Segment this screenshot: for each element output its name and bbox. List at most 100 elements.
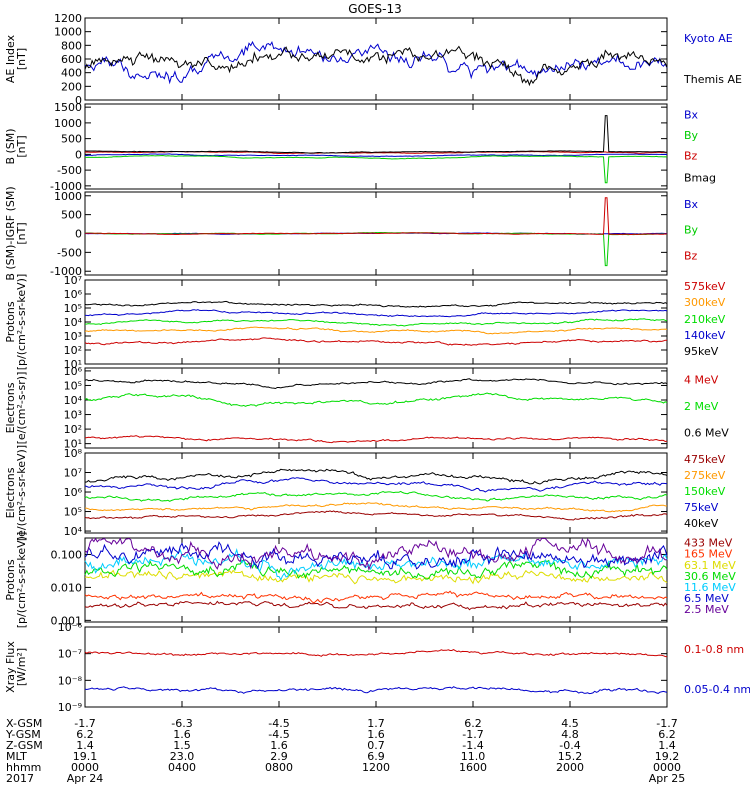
y-tick-label: 1200 (54, 12, 82, 25)
y-tick-label: -500 (57, 164, 82, 177)
x-row-value: 1.5 (173, 739, 191, 752)
x-row-value: -6.3 (171, 717, 192, 730)
y-tick-label: 600 (61, 53, 82, 66)
y-axis-label: AE Index (4, 34, 17, 83)
y-tick-label: 200 (61, 80, 82, 93)
y-tick-label: 10⁶ (64, 486, 83, 499)
y-axis-label: [W/m²] (15, 648, 28, 686)
legend-label: 2.5 MeV (684, 603, 729, 616)
x-row-value: -0.4 (559, 739, 580, 752)
x-row-value: -1.7 (462, 728, 483, 741)
y-tick-label: 10³ (64, 330, 82, 343)
y-axis-label: [nT] (15, 48, 28, 70)
series-line-475kev (84, 510, 668, 521)
legend-label: By (684, 129, 699, 142)
y-axis-label: Electrons (4, 382, 17, 433)
x-row-value: 0000 (653, 761, 681, 774)
x-row-value: -1.7 (656, 717, 677, 730)
y-tick-label: 0 (75, 148, 82, 161)
x-row-value: -4.5 (268, 728, 289, 741)
series-line-themis-ae (84, 45, 668, 87)
y-axis-label: B (SM) (4, 128, 17, 164)
x-row-label: hhmm (6, 761, 41, 774)
y-tick-label: 0 (75, 94, 82, 107)
series-line-150kev (84, 490, 668, 502)
legend-label: 575keV (684, 280, 726, 293)
y-tick-label: 10⁵ (64, 379, 82, 392)
x-row-value: 19.1 (73, 750, 98, 763)
y-tick-label: 500 (61, 133, 82, 146)
panel-bigrf: -1000 -500 0 500 1000 B (SM)-IGRF (SM)[nT] Bx B… (4, 186, 699, 280)
y-tick-label: 10⁷ (64, 274, 82, 287)
y-axis-label: Protons (4, 559, 17, 600)
x-row-value: 1200 (362, 761, 390, 774)
series-line-275kev (84, 502, 667, 513)
legend-label: 63.1 MeV (684, 559, 736, 572)
x-row-value: 19.2 (655, 750, 680, 763)
series-line-2-mev (84, 392, 668, 407)
y-tick-label: 10² (64, 344, 82, 357)
legend-label: 40keV (684, 517, 719, 530)
series-line-210kev (84, 318, 668, 327)
y-tick-label: 10⁻⁷ (58, 648, 82, 661)
x-row-value: 6.9 (367, 750, 385, 763)
y-axis-label: Electrons (4, 467, 17, 518)
chart-title: GOES-13 (348, 2, 402, 16)
panel-electrons2: 10⁴ 10⁵ 10⁶ 10⁷ 10⁸ Electrons[e/(cm²-s-sr-keV… (4, 445, 726, 541)
y-axis-label: Xray Flux (4, 641, 17, 693)
y-tick-label: 10⁵ (64, 506, 82, 519)
legend-label: Bz (684, 249, 698, 262)
x-row-value: 0400 (168, 761, 196, 774)
legend-label: 6.5 MeV (684, 592, 729, 605)
y-axis-label: [p/(cm²-s-sr-keV)] (15, 274, 28, 371)
x-row-label: X-GSM (6, 717, 42, 730)
legend-label: 0.05-0.4 nm (684, 683, 750, 696)
y-tick-label: 10⁻⁸ (58, 674, 83, 687)
y-axis-label: [nT] (15, 222, 28, 244)
y-tick-label: 400 (61, 67, 82, 80)
y-tick-label: 10² (64, 423, 82, 436)
y-tick-label: 10⁷ (64, 467, 82, 480)
panel-bsm: -1000 -500 0 500 1000 1500 B (SM)[nT] Bx By Bz Bma… (4, 101, 716, 193)
series-line-2-5-mev (84, 537, 668, 572)
series-line-300kev (84, 326, 668, 335)
x-row-value: Apr 25 (649, 772, 686, 785)
y-axis-label: [e/(cm²-s-sr)] (15, 372, 28, 445)
series-line-0-6-mev (84, 378, 668, 390)
series-line-by (85, 231, 667, 267)
y-tick-label: 0.100 (51, 548, 83, 561)
y-tick-label: 500 (61, 209, 82, 222)
y-tick-label: 10¹ (64, 438, 82, 451)
x-row-value: 1.4 (76, 739, 94, 752)
panel-frame (84, 367, 668, 449)
x-row-value: -1.7 (74, 717, 95, 730)
y-axis-label: [nT] (15, 135, 28, 157)
y-tick-label: 0.010 (51, 581, 83, 594)
y-tick-label: 0.001 (51, 614, 83, 627)
y-tick-label: 10³ (64, 409, 82, 422)
series-line-95kev (84, 300, 668, 308)
legend-label: 0.1-0.8 nm (684, 643, 744, 656)
legend-label: Bz (684, 149, 698, 162)
legend-label: 210keV (684, 313, 726, 326)
legend-label: 275keV (684, 469, 726, 482)
series-line-63-1-mev (84, 569, 668, 585)
series-line-0-05-0-4-nm (84, 686, 668, 695)
legend-label: Bx (684, 109, 699, 122)
y-tick-label: 10⁸ (64, 447, 83, 460)
x-row-value: 6.2 (76, 728, 94, 741)
x-row-label: 2017 (6, 772, 34, 785)
series-line-bx (84, 153, 668, 158)
y-axis-label: Protons (4, 301, 17, 342)
panel-frame (84, 103, 668, 190)
legend-label: 150keV (684, 485, 726, 498)
series-line-30-6-mev (84, 559, 668, 580)
legend-label: 0.6 MeV (684, 426, 729, 439)
x-row-value: 6.2 (464, 717, 482, 730)
y-tick-label: 10⁻⁹ (58, 701, 82, 714)
legend-label: 75keV (684, 501, 719, 514)
x-row-value: 1.6 (270, 739, 288, 752)
